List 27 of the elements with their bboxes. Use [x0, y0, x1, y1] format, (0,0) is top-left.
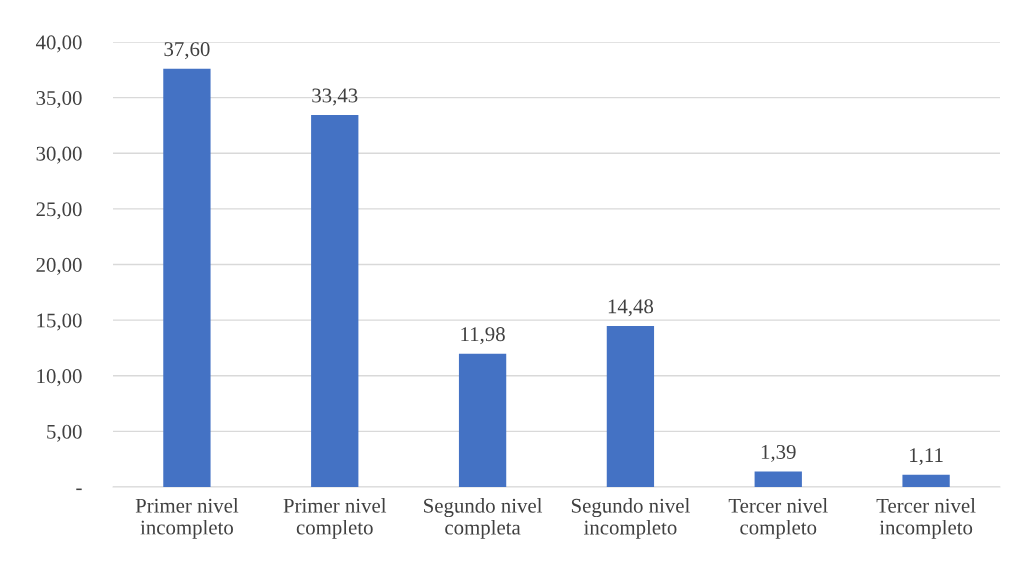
- x-tick-label: Primer nivel incompleto: [135, 498, 239, 539]
- data-label: 14,48: [608, 299, 654, 317]
- bar: [754, 471, 802, 487]
- y-tick-label: 25,00: [36, 202, 82, 220]
- bar: [902, 474, 950, 487]
- data-label: 1,39: [761, 444, 796, 462]
- data-label: 11,98: [461, 327, 505, 345]
- y-tick-label: 35,00: [36, 91, 82, 109]
- y-tick-label: 20,00: [36, 257, 82, 275]
- y-tick-label: 5,00: [47, 424, 82, 442]
- data-label: 33,43: [312, 88, 358, 106]
- y-tick-label: 30,00: [36, 146, 82, 164]
- bar: [311, 115, 359, 487]
- x-tick-label: Primer nivel completo: [283, 498, 387, 539]
- data-label: 37,60: [164, 42, 210, 60]
- bar: [458, 353, 507, 487]
- bar: [163, 68, 211, 487]
- x-tick-label: Tercer nivel incompleto: [876, 498, 976, 539]
- x-tick-label: Segundo nivel incompleto: [571, 498, 690, 539]
- y-tick-label: 10,00: [37, 369, 82, 387]
- x-tick-label: Tercer nivel completo: [728, 498, 828, 539]
- bar: [606, 325, 655, 487]
- x-tick-label: Segundo nivel completa: [424, 498, 543, 539]
- data-label: 1,11: [910, 448, 943, 466]
- y-tick-label: -: [76, 488, 82, 491]
- y-tick-label: 15,00: [37, 313, 82, 331]
- y-tick-label: 40,00: [35, 35, 82, 53]
